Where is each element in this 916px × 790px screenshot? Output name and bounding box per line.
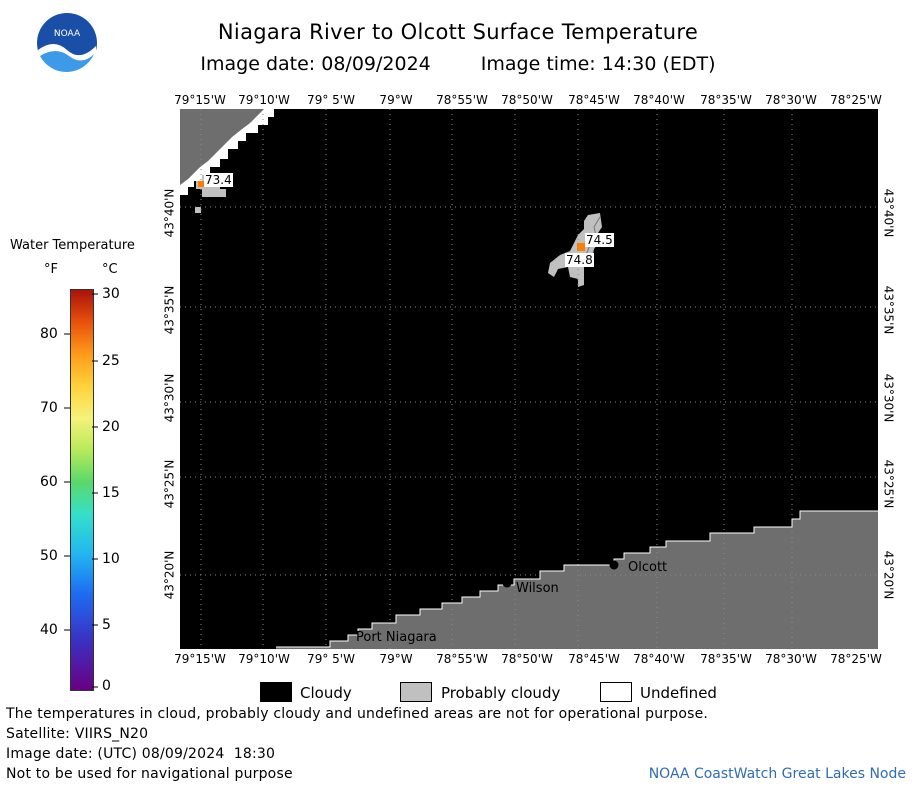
- temp-label-offshore-2: 74.8: [565, 253, 594, 267]
- offshore-probably-cloudy: [548, 213, 602, 287]
- lat-tick: 43°20'N: [162, 550, 177, 600]
- lat-tick: 43°40'N: [162, 188, 177, 238]
- legend-swatch-cloudy: [260, 682, 292, 702]
- legend-label-probably-cloudy: Probably cloudy: [441, 684, 561, 702]
- lon-tick: 79°10'W: [238, 93, 290, 107]
- olcott-marker: [609, 560, 619, 570]
- lon-tick: 79°10'W: [238, 652, 290, 666]
- south-shore-land: [276, 511, 878, 649]
- lon-tick: 78°30'W: [765, 93, 817, 107]
- lon-tick: 78°35'W: [700, 652, 752, 666]
- lon-tick: 78°45'W: [568, 652, 620, 666]
- colorbar-f-tick: 70: [40, 400, 58, 416]
- lat-tick: 43°40'N: [881, 188, 896, 238]
- lat-tick: 43°25'N: [881, 459, 896, 509]
- lat-tick: 43°35'N: [162, 285, 177, 335]
- lon-tick: 79°W: [379, 652, 413, 666]
- temperature-map: [180, 109, 878, 649]
- colorbar-c-tick: 20: [102, 419, 120, 435]
- colorbar-c-tick: 30: [102, 286, 120, 302]
- noaa-logo-icon: NOAA: [37, 13, 97, 74]
- lon-tick: 78°35'W: [700, 93, 752, 107]
- lon-tick: 79°15'W: [174, 93, 226, 107]
- lon-tick: 78°40'W: [633, 93, 685, 107]
- colorbar-c-tick: 25: [102, 353, 120, 369]
- colorbar-c-tick: 5: [102, 617, 111, 633]
- lat-tick: 43°30'N: [881, 373, 896, 423]
- credit-text: NOAA CoastWatch Great Lakes Node: [648, 766, 906, 782]
- lat-tick: 43°20'N: [881, 550, 896, 600]
- colorbar-f-tick: 60: [40, 474, 58, 490]
- shore-graticule: [389, 527, 878, 649]
- lon-tick: 79° 5'W: [307, 93, 355, 107]
- wilson-marker: [502, 578, 512, 588]
- nw-speck: [195, 207, 201, 213]
- nw-undefined-edge: [180, 109, 274, 195]
- logo-text: NOAA: [54, 29, 81, 39]
- image-datetime: Image date: 08/09/2024 Image time: 14:30…: [0, 53, 916, 75]
- lon-tick: 79° 5'W: [307, 652, 355, 666]
- colorbar-f-tick: 80: [40, 326, 58, 342]
- colorbar-c-tick: 0: [102, 678, 111, 694]
- colorbar-unit-f: °F: [44, 262, 58, 277]
- colorbar-c-tick: 15: [102, 485, 120, 501]
- colorbar-ticks: [64, 293, 98, 688]
- lat-tick: 43°35'N: [881, 285, 896, 335]
- place-label-wilson: Wilson: [516, 581, 559, 596]
- legend-swatch-undefined: [600, 682, 632, 702]
- lat-tick: 43°30'N: [162, 373, 177, 423]
- colorbar-c-tick: 10: [102, 551, 120, 567]
- page-title: Niagara River to Olcott Surface Temperat…: [217, 20, 699, 44]
- legend-label-undefined: Undefined: [640, 684, 717, 702]
- lon-tick: 78°45'W: [568, 93, 620, 107]
- lon-tick: 78°25'W: [830, 93, 882, 107]
- disclaimer-text: The temperatures in cloud, probably clou…: [6, 706, 709, 722]
- image-date: Image date: 08/09/2024: [200, 53, 431, 75]
- image-time: Image time: 14:30 (EDT): [480, 53, 716, 75]
- lon-tick: 78°25'W: [830, 652, 882, 666]
- place-label-olcott: Olcott: [628, 560, 668, 575]
- colorbar-f-tick: 50: [40, 548, 58, 564]
- offshore-sst-pixel: [577, 243, 585, 251]
- lon-tick: 78°50'W: [501, 652, 553, 666]
- lon-tick: 78°50'W: [501, 93, 553, 107]
- place-label-port-niagara: Port Niagara: [356, 630, 437, 645]
- lon-tick: 79°W: [379, 93, 413, 107]
- nav-warning-text: Not to be used for navigational purpose: [6, 766, 293, 782]
- legend-swatch-probably-cloudy: [400, 682, 432, 702]
- lon-tick: 78°55'W: [436, 652, 488, 666]
- legend-label-cloudy: Cloudy: [300, 684, 352, 702]
- shoreline: [276, 510, 878, 648]
- colorbar-title: Water Temperature: [10, 238, 135, 253]
- colorbar-gradient: [70, 289, 94, 691]
- lon-tick: 78°40'W: [633, 652, 685, 666]
- colorbar-f-tick: 40: [40, 622, 58, 638]
- lon-tick: 78°55'W: [436, 93, 488, 107]
- satellite-text: Satellite: VIIRS_N20: [6, 726, 149, 742]
- colorbar-unit-c: °C: [102, 262, 118, 277]
- lat-tick: 43°25'N: [162, 459, 177, 509]
- temp-label-nw: 73.4: [204, 173, 233, 187]
- utc-date-text: Image date: (UTC) 08/09/2024 18:30: [6, 746, 276, 762]
- lon-tick: 79°15'W: [174, 652, 226, 666]
- temp-label-offshore-1: 74.5: [585, 233, 614, 247]
- lon-tick: 78°30'W: [765, 652, 817, 666]
